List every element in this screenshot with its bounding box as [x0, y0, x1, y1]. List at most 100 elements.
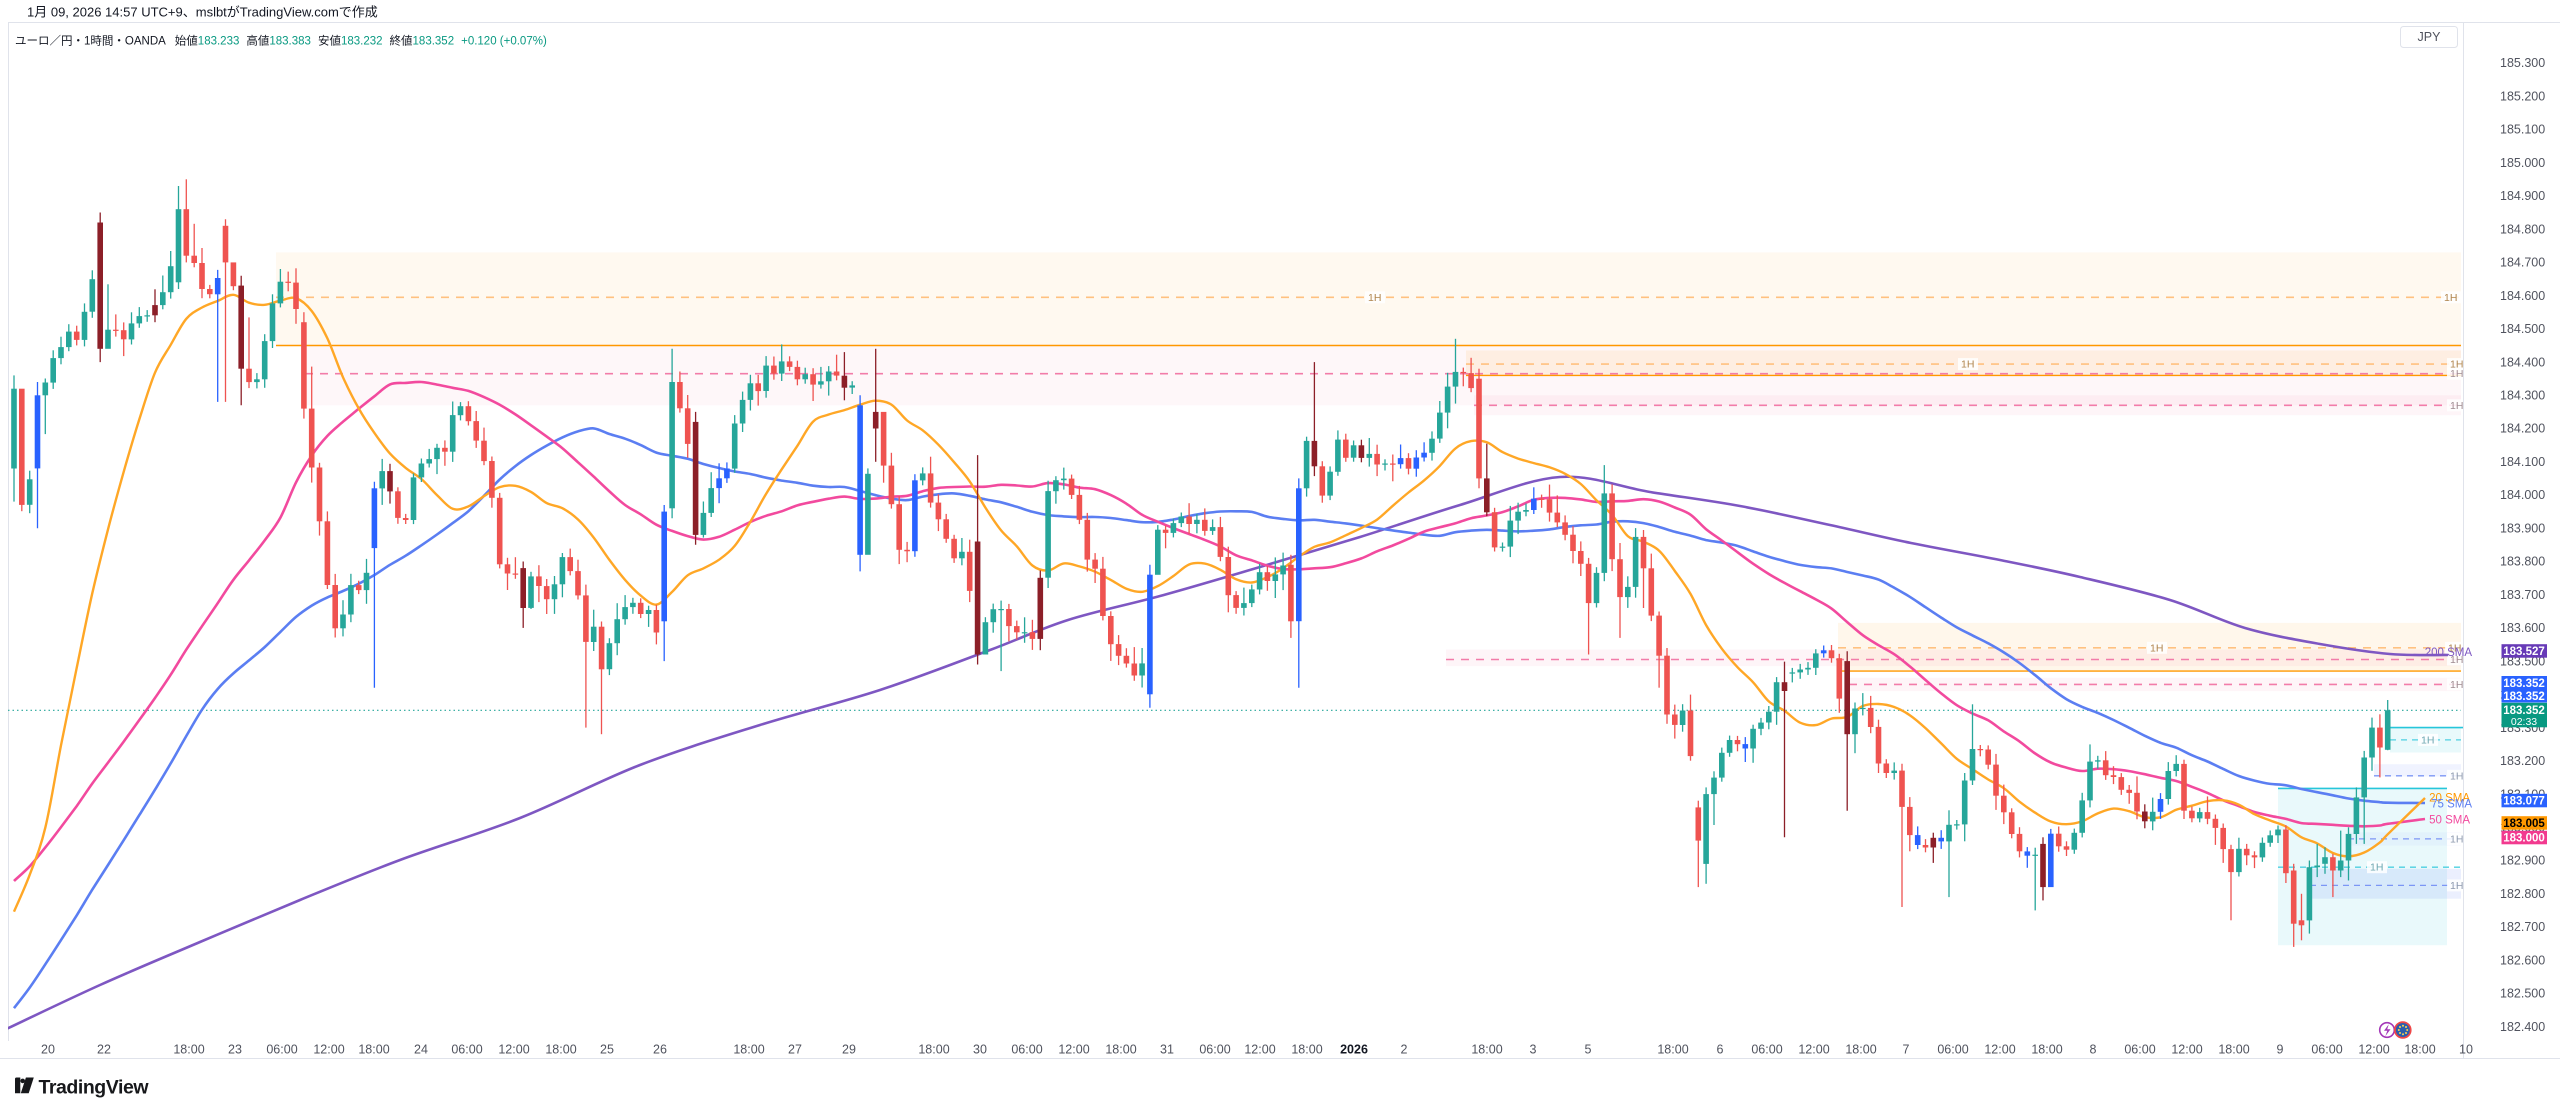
svg-text:184.700: 184.700	[2500, 256, 2545, 270]
svg-text:1H: 1H	[2450, 400, 2463, 412]
svg-text:184.600: 184.600	[2500, 289, 2545, 303]
svg-text:18:00: 18:00	[358, 1043, 389, 1057]
svg-text:27: 27	[788, 1043, 802, 1057]
svg-text:1H: 1H	[2450, 770, 2463, 782]
svg-text:1H: 1H	[2150, 642, 2163, 654]
svg-text:183.352: 183.352	[2503, 691, 2545, 703]
svg-text:1H: 1H	[2450, 880, 2463, 892]
svg-text:06:00: 06:00	[2311, 1043, 2342, 1057]
svg-text:75 SMA: 75 SMA	[2431, 799, 2472, 811]
svg-text:1H: 1H	[2450, 368, 2463, 380]
svg-text:182.400: 182.400	[2500, 1020, 2545, 1034]
svg-text:1H: 1H	[2450, 833, 2463, 845]
svg-text:183.700: 183.700	[2500, 588, 2545, 602]
svg-text:06:00: 06:00	[1011, 1043, 1042, 1057]
svg-text:185.000: 185.000	[2500, 156, 2545, 170]
svg-text:183.000: 183.000	[2503, 833, 2545, 845]
svg-text:26: 26	[653, 1043, 667, 1057]
svg-text:184.400: 184.400	[2500, 355, 2545, 369]
svg-text:18:00: 18:00	[1291, 1043, 1322, 1057]
svg-text:182.600: 182.600	[2500, 953, 2545, 967]
svg-text:06:00: 06:00	[1199, 1043, 1230, 1057]
svg-text:183.352: 183.352	[2503, 678, 2545, 690]
svg-text:1H: 1H	[2450, 679, 2463, 691]
svg-text:20: 20	[41, 1043, 55, 1057]
svg-text:1H: 1H	[2450, 654, 2463, 666]
svg-text:3: 3	[1530, 1043, 1537, 1057]
svg-text:12:00: 12:00	[1984, 1043, 2015, 1057]
svg-text:18:00: 18:00	[1845, 1043, 1876, 1057]
svg-text:182.900: 182.900	[2500, 854, 2545, 868]
svg-text:JPY: JPY	[2418, 30, 2442, 44]
svg-text:24: 24	[414, 1043, 428, 1057]
svg-text:18:00: 18:00	[173, 1043, 204, 1057]
svg-text:20 SMA: 20 SMA	[2429, 793, 2470, 805]
svg-text:1H: 1H	[1368, 292, 1381, 304]
svg-text:1月 09, 2026 14:57 UTC+9、mslbtが: 1月 09, 2026 14:57 UTC+9、mslbtがTradingVie…	[27, 5, 378, 20]
svg-text:1H: 1H	[2448, 642, 2461, 654]
svg-text:1H: 1H	[2370, 862, 2383, 874]
svg-text:182.500: 182.500	[2500, 987, 2545, 1001]
svg-text:02:33: 02:33	[2511, 716, 2537, 728]
svg-text:18:00: 18:00	[733, 1043, 764, 1057]
svg-text:183.200: 183.200	[2500, 754, 2545, 768]
svg-text:182.800: 182.800	[2500, 887, 2545, 901]
svg-text:TradingView: TradingView	[39, 1077, 150, 1099]
svg-text:12:00: 12:00	[313, 1043, 344, 1057]
svg-text:8: 8	[2090, 1043, 2097, 1057]
svg-text:200 SMA: 200 SMA	[2425, 647, 2473, 659]
svg-text:18:00: 18:00	[2404, 1043, 2435, 1057]
svg-text:06:00: 06:00	[1751, 1043, 1782, 1057]
svg-text:183.352: 183.352	[2503, 705, 2545, 717]
svg-text:50 SMA: 50 SMA	[2429, 815, 2470, 827]
svg-text:1H: 1H	[1961, 359, 1974, 371]
svg-text:10: 10	[2459, 1043, 2473, 1057]
svg-text:12:00: 12:00	[1058, 1043, 1089, 1057]
svg-text:185.300: 185.300	[2500, 56, 2545, 70]
svg-text:18:00: 18:00	[918, 1043, 949, 1057]
svg-text:18:00: 18:00	[1105, 1043, 1136, 1057]
svg-text:9: 9	[2277, 1043, 2284, 1057]
svg-text:23: 23	[228, 1043, 242, 1057]
svg-text:185.200: 185.200	[2500, 89, 2545, 103]
svg-text:184.900: 184.900	[2500, 189, 2545, 203]
svg-text:22: 22	[97, 1043, 111, 1057]
svg-text:183.600: 183.600	[2500, 621, 2545, 635]
svg-text:1H: 1H	[2450, 359, 2463, 371]
svg-text:2: 2	[1401, 1043, 1408, 1057]
svg-text:31: 31	[1160, 1043, 1174, 1057]
svg-text:1H: 1H	[2421, 734, 2434, 746]
svg-text:5: 5	[1585, 1043, 1592, 1057]
svg-text:184.300: 184.300	[2500, 389, 2545, 403]
svg-text:7: 7	[1903, 1043, 1910, 1057]
svg-text:06:00: 06:00	[1937, 1043, 1968, 1057]
svg-text:182.700: 182.700	[2500, 920, 2545, 934]
svg-text:18:00: 18:00	[2031, 1043, 2062, 1057]
svg-text:2026: 2026	[1340, 1043, 1368, 1057]
svg-text:184.500: 184.500	[2500, 322, 2545, 336]
svg-text:30: 30	[973, 1043, 987, 1057]
svg-text:06:00: 06:00	[266, 1043, 297, 1057]
svg-text:29: 29	[842, 1043, 856, 1057]
svg-text:1H: 1H	[2444, 292, 2457, 304]
svg-text:184.800: 184.800	[2500, 222, 2545, 236]
svg-text:183.900: 183.900	[2500, 521, 2545, 535]
svg-text:184.100: 184.100	[2500, 455, 2545, 469]
svg-text:18:00: 18:00	[1471, 1043, 1502, 1057]
svg-text:12:00: 12:00	[2358, 1043, 2389, 1057]
svg-text:12:00: 12:00	[1244, 1043, 1275, 1057]
svg-text:6: 6	[1717, 1043, 1724, 1057]
svg-text:18:00: 18:00	[545, 1043, 576, 1057]
svg-text:185.100: 185.100	[2500, 123, 2545, 137]
svg-text:183.500: 183.500	[2500, 654, 2545, 668]
svg-text:184.000: 184.000	[2500, 488, 2545, 502]
svg-text:183.800: 183.800	[2500, 555, 2545, 569]
svg-text:12:00: 12:00	[498, 1043, 529, 1057]
svg-text:06:00: 06:00	[451, 1043, 482, 1057]
svg-text:06:00: 06:00	[2124, 1043, 2155, 1057]
svg-text:183.527: 183.527	[2503, 646, 2545, 658]
svg-text:18:00: 18:00	[1657, 1043, 1688, 1057]
svg-text:12:00: 12:00	[1798, 1043, 1829, 1057]
svg-text:12:00: 12:00	[2171, 1043, 2202, 1057]
